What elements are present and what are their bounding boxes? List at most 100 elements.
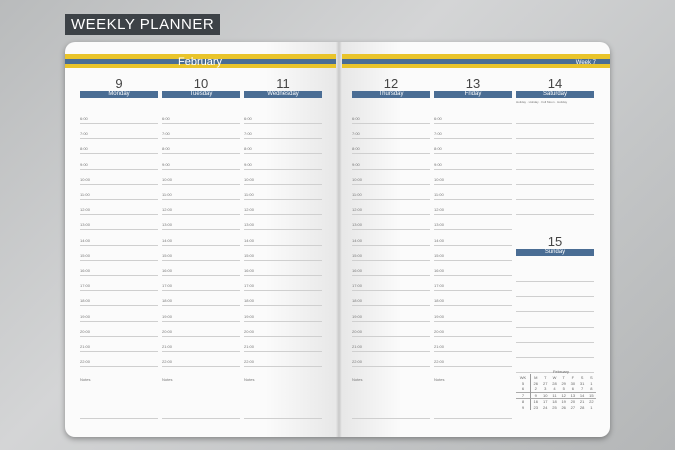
hour-line[interactable]: 13:00 [244, 222, 322, 231]
writing-line[interactable] [516, 214, 594, 216]
notes-line[interactable] [162, 418, 240, 419]
hour-line[interactable]: 7:00 [244, 131, 322, 140]
hour-line[interactable]: 11:00 [352, 192, 430, 200]
hour-line[interactable]: 16:00 [352, 268, 430, 276]
hour-line[interactable]: 7:00 [352, 131, 430, 140]
hour-line[interactable]: 16:00 [434, 268, 512, 276]
hour-line[interactable]: 15:00 [162, 253, 240, 261]
hour-line[interactable]: 19:00 [434, 314, 512, 322]
hour-line[interactable]: 7:00 [80, 131, 158, 140]
hour-line[interactable]: 19:00 [244, 314, 322, 322]
hour-line[interactable]: 9:00 [352, 162, 430, 170]
hour-line[interactable]: 12:00 [434, 207, 512, 216]
writing-line[interactable] [516, 357, 594, 358]
hour-line[interactable]: 22:00 [244, 359, 322, 368]
hour-line[interactable]: 9:00 [434, 162, 512, 170]
hour-line[interactable]: 11:00 [434, 192, 512, 200]
hour-line[interactable]: 15:00 [352, 253, 430, 261]
hour-line[interactable]: 21:00 [162, 344, 240, 352]
hour-line[interactable]: 9:00 [80, 162, 158, 170]
hour-line[interactable]: 8:00 [162, 146, 240, 155]
hour-line[interactable]: 16:00 [80, 268, 158, 276]
hour-line[interactable]: 7:00 [434, 131, 512, 140]
hour-line[interactable]: 20:00 [162, 329, 240, 337]
writing-line[interactable] [516, 168, 594, 170]
hour-line[interactable]: 17:00 [162, 283, 240, 292]
hour-line[interactable]: 9:00 [162, 162, 240, 170]
hour-line[interactable]: 21:00 [244, 344, 322, 352]
hour-line[interactable]: 15:00 [244, 253, 322, 261]
hour-line[interactable]: 21:00 [80, 344, 158, 352]
hour-line[interactable]: 14:00 [244, 238, 322, 246]
hour-line[interactable]: 17:00 [80, 283, 158, 292]
hour-line[interactable]: 11:00 [244, 192, 322, 200]
writing-line[interactable] [516, 183, 594, 185]
hour-line[interactable]: 20:00 [80, 329, 158, 337]
hour-line[interactable]: 19:00 [352, 314, 430, 322]
hour-line[interactable]: 12:00 [352, 207, 430, 216]
writing-line[interactable] [516, 372, 594, 374]
hour-line[interactable]: 14:00 [80, 238, 158, 246]
hour-line[interactable]: 17:00 [434, 283, 512, 292]
hour-line[interactable]: 18:00 [244, 298, 322, 307]
hour-line[interactable]: 18:00 [80, 298, 158, 307]
writing-line[interactable] [516, 326, 594, 328]
hour-line[interactable]: 20:00 [352, 329, 430, 337]
writing-line[interactable] [516, 281, 594, 282]
hour-line[interactable]: 15:00 [434, 253, 512, 261]
hour-line[interactable]: 10:00 [352, 177, 430, 185]
hour-line[interactable]: 14:00 [434, 238, 512, 246]
writing-line[interactable] [516, 138, 594, 140]
writing-line[interactable] [516, 341, 594, 343]
hour-line[interactable]: 12:00 [80, 207, 158, 216]
hour-line[interactable]: 6:00 [244, 116, 322, 124]
hour-line[interactable]: 19:00 [80, 314, 158, 322]
notes-line[interactable] [434, 418, 512, 419]
hour-line[interactable]: 13:00 [80, 222, 158, 231]
hour-line[interactable]: 10:00 [434, 177, 512, 185]
hour-line[interactable]: 16:00 [162, 268, 240, 276]
hour-line[interactable]: 8:00 [80, 146, 158, 155]
hour-line[interactable]: 21:00 [434, 344, 512, 352]
hour-line[interactable]: 13:00 [352, 222, 430, 231]
hour-line[interactable]: 6:00 [162, 116, 240, 124]
writing-line[interactable] [516, 123, 594, 124]
hour-line[interactable]: 16:00 [244, 268, 322, 276]
hour-line[interactable]: 6:00 [80, 116, 158, 124]
hour-line[interactable]: 17:00 [352, 283, 430, 292]
hour-line[interactable]: 14:00 [352, 238, 430, 246]
hour-line[interactable]: 20:00 [434, 329, 512, 337]
hour-line[interactable]: 13:00 [162, 222, 240, 231]
hour-line[interactable]: 18:00 [162, 298, 240, 307]
hour-line[interactable]: 8:00 [352, 146, 430, 155]
hour-line[interactable]: 10:00 [244, 177, 322, 185]
hour-line[interactable]: 20:00 [244, 329, 322, 337]
hour-line[interactable]: 21:00 [352, 344, 430, 352]
notes-line[interactable] [80, 418, 158, 419]
notes-line[interactable] [352, 418, 430, 419]
hour-line[interactable]: 19:00 [162, 314, 240, 322]
hour-line[interactable]: 8:00 [434, 146, 512, 155]
hour-line[interactable]: 7:00 [162, 131, 240, 140]
hour-line[interactable]: 13:00 [434, 222, 512, 231]
hour-line[interactable]: 11:00 [162, 192, 240, 200]
hour-line[interactable]: 22:00 [162, 359, 240, 368]
hour-line[interactable]: 11:00 [80, 192, 158, 200]
hour-line[interactable]: 6:00 [434, 116, 512, 124]
hour-line[interactable]: 10:00 [80, 177, 158, 185]
hour-line[interactable]: 18:00 [352, 298, 430, 307]
hour-line[interactable]: 15:00 [80, 253, 158, 261]
writing-line[interactable] [516, 153, 594, 155]
notes-line[interactable] [244, 418, 322, 419]
writing-line[interactable] [516, 199, 594, 200]
writing-line[interactable] [516, 296, 594, 298]
hour-line[interactable]: 22:00 [352, 359, 430, 368]
hour-line[interactable]: 18:00 [434, 298, 512, 307]
hour-line[interactable]: 10:00 [162, 177, 240, 185]
hour-line[interactable]: 8:00 [244, 146, 322, 155]
hour-line[interactable]: 14:00 [162, 238, 240, 246]
hour-line[interactable]: 22:00 [80, 359, 158, 368]
hour-line[interactable]: 9:00 [244, 162, 322, 170]
hour-line[interactable]: 17:00 [244, 283, 322, 292]
hour-line[interactable]: 22:00 [434, 359, 512, 368]
